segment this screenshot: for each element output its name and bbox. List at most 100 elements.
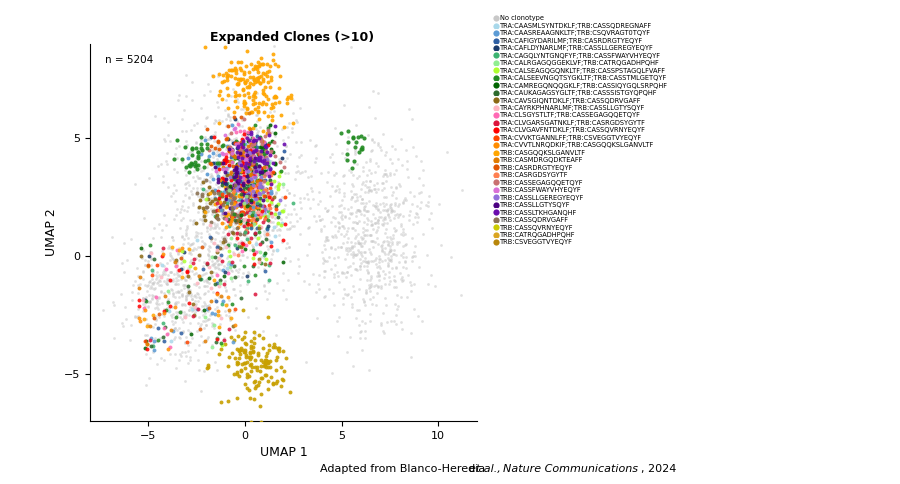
Point [256, 168, 270, 176]
Point [242, 210, 256, 217]
Point [176, 235, 191, 242]
Point [400, 264, 414, 272]
Point [353, 240, 367, 248]
Point [164, 277, 178, 285]
Point [356, 224, 371, 232]
Point [371, 206, 385, 214]
Point [360, 258, 374, 266]
Point [272, 209, 286, 216]
Point [189, 137, 203, 145]
Point [263, 170, 277, 178]
Point [232, 242, 247, 250]
Point [223, 206, 238, 213]
Point [376, 172, 391, 180]
Point [230, 186, 244, 194]
Point [211, 260, 225, 268]
Point [284, 150, 298, 157]
Point [183, 353, 197, 361]
Point [180, 141, 194, 149]
Point [276, 208, 291, 215]
Point [184, 240, 198, 248]
Point [389, 251, 403, 258]
Point [223, 92, 238, 100]
Point [252, 176, 266, 183]
Point [229, 184, 243, 192]
Point [169, 262, 184, 270]
Point [218, 283, 232, 290]
Point [220, 215, 235, 223]
Point [246, 209, 260, 216]
Point [235, 161, 249, 168]
Point [140, 320, 155, 328]
Point [361, 207, 375, 214]
Point [220, 192, 235, 200]
Point [254, 187, 268, 195]
Point [152, 276, 166, 284]
Point [370, 227, 384, 234]
Point [331, 254, 346, 261]
Point [224, 315, 238, 322]
Point [205, 172, 220, 180]
Point [268, 378, 283, 386]
Point [248, 62, 263, 70]
Point [217, 179, 231, 187]
Point [137, 214, 151, 222]
Point [363, 310, 377, 318]
Point [248, 171, 263, 179]
Point [236, 208, 250, 216]
Point [216, 172, 230, 180]
Point [229, 169, 243, 177]
Point [254, 259, 268, 267]
Point [266, 380, 281, 388]
Point [289, 168, 303, 176]
Point [264, 197, 278, 205]
Point [239, 373, 254, 381]
Point [252, 163, 266, 170]
Point [346, 244, 360, 252]
Point [251, 155, 266, 163]
Point [148, 271, 163, 279]
Point [173, 313, 187, 321]
Point [232, 350, 247, 358]
Point [233, 64, 248, 72]
Point [222, 186, 237, 194]
Point [339, 273, 354, 281]
Point [183, 338, 197, 346]
Point [220, 264, 234, 272]
Point [174, 255, 188, 262]
Point [224, 212, 238, 220]
Point [373, 256, 387, 263]
Point [238, 166, 253, 174]
Point [159, 280, 174, 287]
Point [220, 175, 235, 183]
Point [311, 285, 326, 293]
Point [221, 197, 236, 204]
Point [376, 309, 391, 317]
Point [156, 333, 170, 341]
Point [262, 261, 276, 269]
Point [245, 203, 259, 211]
Point [199, 321, 213, 329]
Point [366, 210, 381, 217]
Point [249, 74, 264, 82]
Point [356, 178, 370, 186]
Point [237, 91, 251, 99]
Point [243, 394, 257, 402]
Point [250, 205, 265, 213]
Point [166, 258, 181, 266]
Point [260, 349, 274, 357]
Point [257, 170, 272, 178]
Point [169, 281, 184, 288]
Point [179, 71, 194, 78]
Point [230, 244, 244, 252]
Point [355, 143, 369, 151]
Point [364, 169, 378, 177]
Point [392, 182, 407, 190]
Point [248, 230, 262, 238]
Point [250, 177, 265, 185]
Point [252, 179, 266, 187]
Point [320, 178, 334, 186]
Point [337, 286, 351, 293]
Point [202, 243, 217, 251]
Point [217, 280, 231, 287]
